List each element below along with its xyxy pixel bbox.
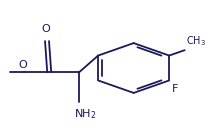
Text: NH$_2$: NH$_2$ — [74, 107, 96, 121]
Text: O: O — [42, 24, 50, 34]
Text: CH$_3$: CH$_3$ — [186, 34, 206, 48]
Text: F: F — [171, 84, 178, 95]
Text: O: O — [19, 60, 27, 70]
